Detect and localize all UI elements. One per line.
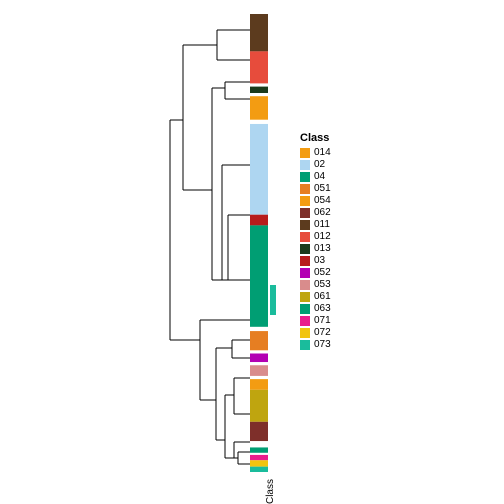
legend-swatch — [300, 256, 310, 266]
legend-swatch — [300, 220, 310, 230]
legend-label: 053 — [314, 279, 331, 291]
axis-label: Class — [265, 479, 276, 504]
legend: Class 0140204051054062011012013030520530… — [300, 132, 331, 351]
legend-label: 013 — [314, 243, 331, 255]
legend-label: 061 — [314, 291, 331, 303]
legend-item: 051 — [300, 183, 331, 195]
legend-item: 04 — [300, 171, 331, 183]
legend-item: 012 — [300, 231, 331, 243]
legend-label: 052 — [314, 267, 331, 279]
legend-swatch — [300, 340, 310, 350]
legend-swatch — [300, 268, 310, 278]
legend-label: 073 — [314, 339, 331, 351]
legend-swatch — [300, 316, 310, 326]
legend-label: 071 — [314, 315, 331, 327]
legend-item: 062 — [300, 207, 331, 219]
legend-label: 063 — [314, 303, 331, 315]
legend-item: 03 — [300, 255, 331, 267]
legend-label: 072 — [314, 327, 331, 339]
legend-label: 062 — [314, 207, 331, 219]
legend-label: 014 — [314, 147, 331, 159]
legend-title: Class — [300, 132, 331, 144]
legend-item: 053 — [300, 279, 331, 291]
legend-item: 073 — [300, 339, 331, 351]
legend-item: 013 — [300, 243, 331, 255]
legend-item: 063 — [300, 303, 331, 315]
legend-label: 011 — [314, 219, 330, 231]
legend-items: 0140204051054062011012013030520530610630… — [300, 147, 331, 351]
legend-swatch — [300, 208, 310, 218]
legend-item: 052 — [300, 267, 331, 279]
chart-svg — [0, 0, 504, 504]
legend-label: 012 — [314, 231, 331, 243]
legend-label: 04 — [314, 171, 325, 183]
legend-label: 054 — [314, 195, 331, 207]
legend-swatch — [300, 232, 310, 242]
legend-swatch — [300, 280, 310, 290]
legend-label: 02 — [314, 159, 325, 171]
legend-label: 03 — [314, 255, 325, 267]
legend-swatch — [300, 292, 310, 302]
legend-swatch — [300, 196, 310, 206]
legend-swatch — [300, 148, 310, 158]
dendrogram-chart: Class 0140204051054062011012013030520530… — [0, 0, 504, 504]
legend-swatch — [300, 304, 310, 314]
legend-item: 014 — [300, 147, 331, 159]
legend-label: 051 — [314, 183, 331, 195]
legend-item: 02 — [300, 159, 331, 171]
legend-item: 054 — [300, 195, 331, 207]
legend-swatch — [300, 328, 310, 338]
legend-swatch — [300, 172, 310, 182]
legend-swatch — [300, 160, 310, 170]
legend-swatch — [300, 244, 310, 254]
legend-item: 071 — [300, 315, 331, 327]
legend-item: 011 — [300, 219, 331, 231]
legend-item: 072 — [300, 327, 331, 339]
legend-item: 061 — [300, 291, 331, 303]
legend-swatch — [300, 184, 310, 194]
